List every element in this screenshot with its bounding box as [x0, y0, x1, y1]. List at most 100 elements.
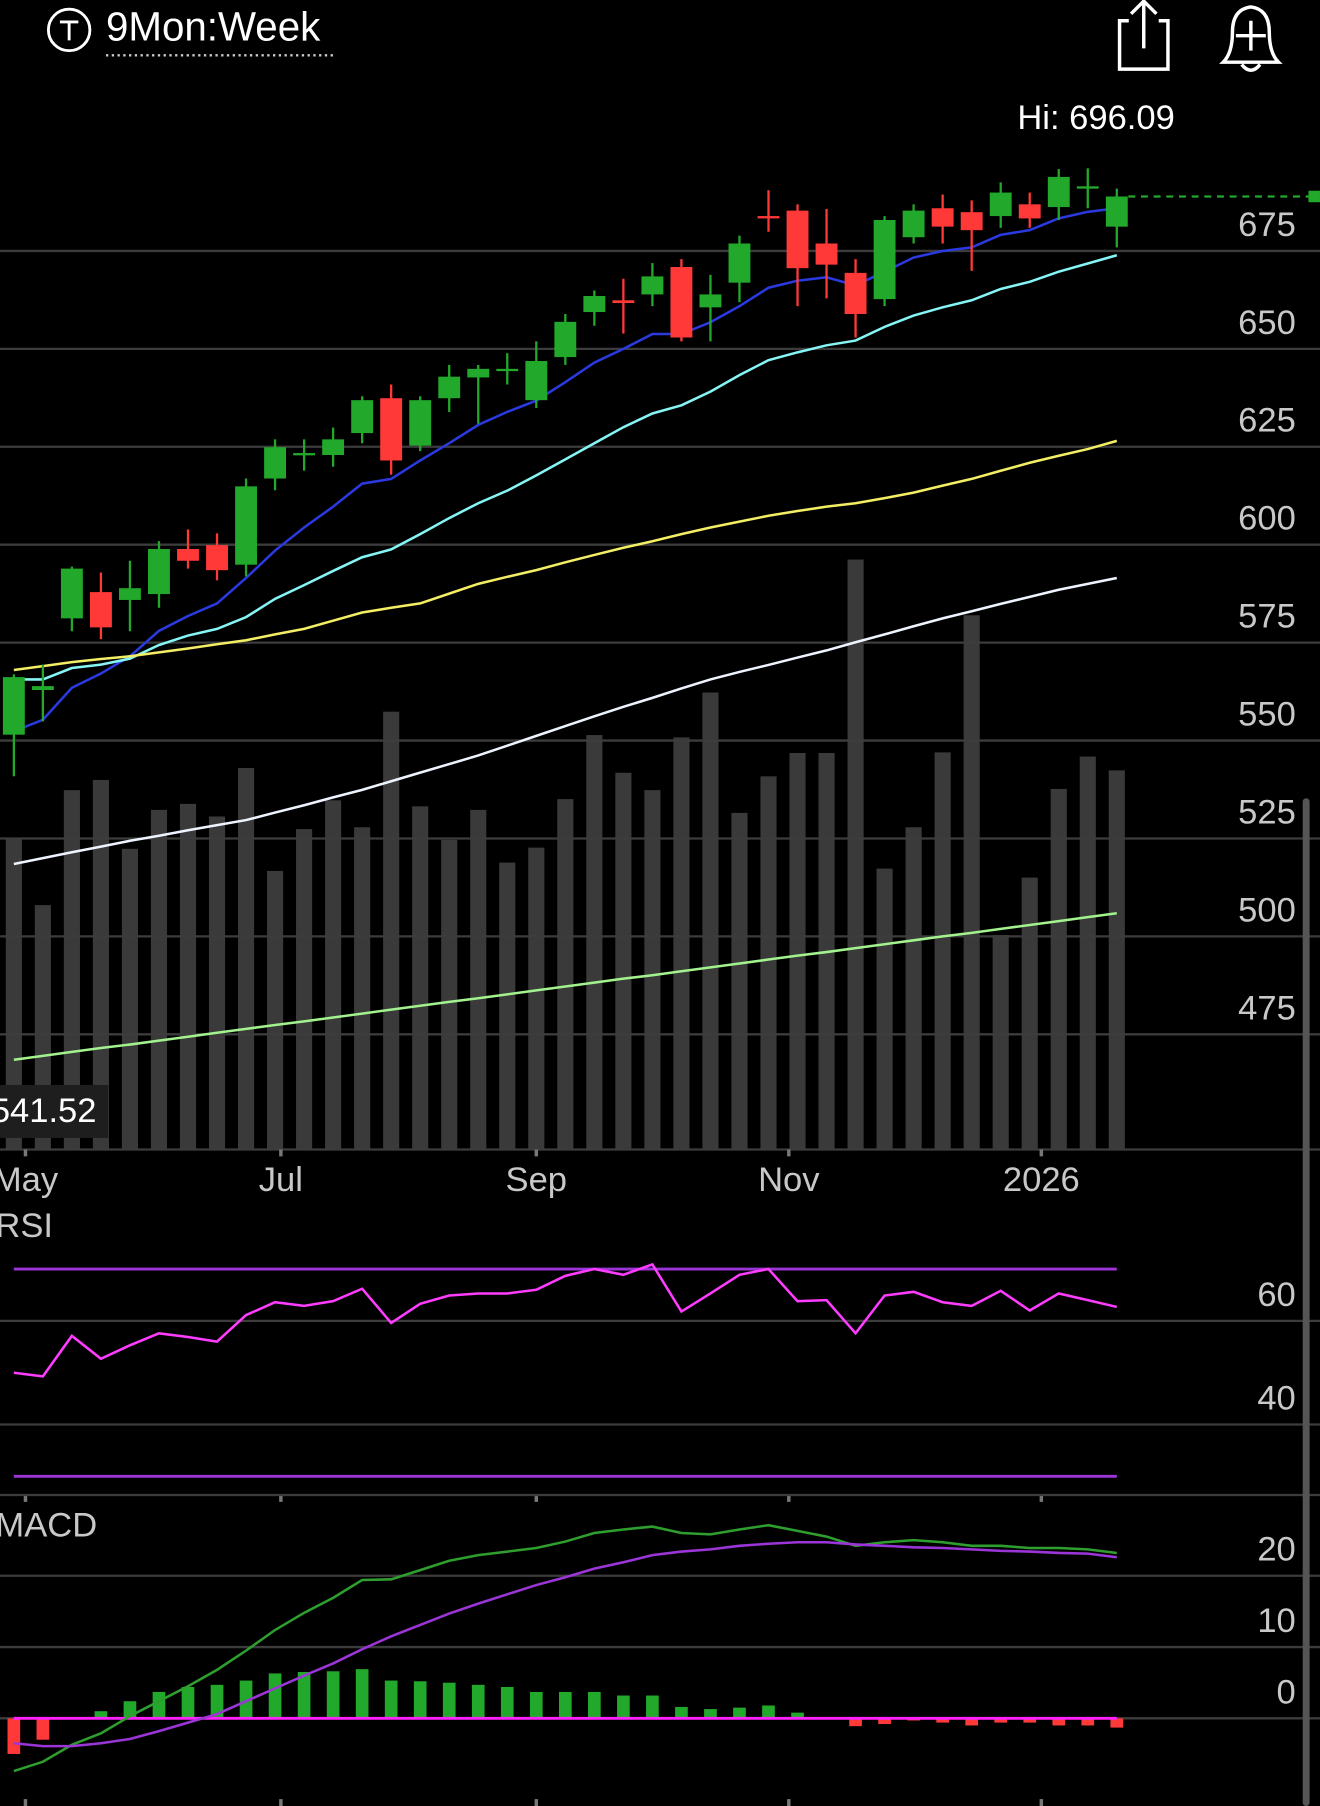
- histogram-bar: [704, 1709, 717, 1719]
- y-tick-label: 60: [1257, 1276, 1295, 1314]
- y-tick-label: 475: [1238, 989, 1296, 1027]
- volume-bar: [847, 559, 864, 1150]
- moving-average: [13, 911, 1117, 1062]
- last-price-marker: [1308, 190, 1320, 203]
- share-icon[interactable]: [1117, 0, 1170, 71]
- panel-title: MACD: [0, 1506, 97, 1544]
- histogram-bar: [529, 1691, 543, 1719]
- moving-average: [13, 439, 1118, 672]
- volume-bar: [557, 799, 574, 1150]
- histogram-bar: [617, 1695, 630, 1719]
- panel-title: RSI: [0, 1207, 53, 1245]
- histogram-bar: [7, 1718, 21, 1754]
- y-tick-label: 20: [1257, 1531, 1295, 1569]
- volume-bar: [499, 862, 516, 1150]
- histogram-bar: [675, 1706, 688, 1719]
- high-label: Hi: 696.09: [1017, 99, 1175, 137]
- volume-bar: [1108, 770, 1125, 1150]
- candle-body: [902, 210, 925, 238]
- volume-bar: [383, 711, 400, 1150]
- candle-body: [525, 361, 548, 401]
- volume-bar: [441, 839, 458, 1150]
- volume-bar: [615, 772, 632, 1150]
- volume-bar: [179, 803, 197, 1150]
- volume-bar: [934, 752, 951, 1150]
- candle-body: [467, 368, 490, 378]
- volume-bar: [5, 838, 22, 1150]
- histogram-bar: [936, 1718, 949, 1723]
- volume-bar: [702, 692, 719, 1150]
- candle-body: [554, 321, 577, 358]
- volume-bar: [760, 776, 777, 1150]
- header: 9Mon:Week: [46, 0, 1283, 72]
- histogram-bar: [965, 1718, 979, 1726]
- histogram-bar: [878, 1718, 891, 1725]
- y-tick-label: 550: [1238, 695, 1296, 733]
- histogram-bar: [646, 1695, 659, 1719]
- candle-body: [670, 266, 693, 338]
- crosshair-box: [0, 1084, 109, 1138]
- candle-body: [31, 686, 54, 691]
- volume-bar: [789, 752, 806, 1150]
- histogram-bar: [762, 1705, 775, 1719]
- candle-body: [177, 549, 199, 561]
- volume-bar: [470, 809, 487, 1150]
- histogram-bar: [268, 1673, 282, 1719]
- volume-bar: [208, 816, 226, 1150]
- candle-body: [380, 398, 403, 461]
- y-tick-label: 10: [1257, 1602, 1295, 1640]
- histogram-bar: [1081, 1718, 1095, 1726]
- volume-bar: [92, 779, 109, 1150]
- volume-bar: [876, 868, 893, 1150]
- candle-body: [815, 243, 838, 265]
- histogram-bar: [181, 1686, 195, 1719]
- candle-body: [206, 545, 228, 571]
- candle-body: [322, 439, 345, 456]
- ticker[interactable]: 9Mon:Week: [106, 5, 321, 50]
- volume-bar: [905, 827, 922, 1150]
- candle-body: [60, 568, 83, 619]
- histogram-bar: [791, 1712, 804, 1719]
- volume-bar: [644, 790, 661, 1150]
- histogram-bar: [326, 1671, 340, 1719]
- candle-body: [641, 276, 664, 295]
- histogram-bar: [733, 1707, 746, 1719]
- candle-body: [438, 376, 461, 399]
- volume-bar: [354, 827, 371, 1150]
- histogram-bar: [239, 1680, 253, 1719]
- volume-bar: [296, 829, 313, 1150]
- candle-body: [728, 243, 751, 283]
- x-tick-label: Nov: [758, 1161, 820, 1199]
- y-tick-label: 525: [1238, 793, 1296, 831]
- candle-body: [931, 208, 954, 227]
- moving-average: [13, 576, 1118, 866]
- histogram-bar: [994, 1718, 1008, 1723]
- volume-bar: [528, 847, 545, 1150]
- crosshair-label: 541.52: [0, 1092, 96, 1130]
- histogram-bar: [210, 1684, 224, 1719]
- candle-body: [1047, 176, 1070, 208]
- histogram-bar: [558, 1691, 572, 1719]
- histogram-bar: [413, 1681, 427, 1719]
- volume-bar: [267, 870, 284, 1150]
- candle-body: [119, 588, 141, 600]
- histogram-bar: [1110, 1718, 1124, 1728]
- candle-body: [89, 592, 112, 628]
- ticker-icon[interactable]: [46, 7, 92, 53]
- volume-bar: [992, 935, 1009, 1150]
- candle-body: [235, 486, 257, 565]
- y-tick-label: 650: [1238, 304, 1296, 342]
- histogram-bar: [849, 1718, 862, 1727]
- candle-body: [2, 677, 25, 735]
- alert-icon[interactable]: [1219, 5, 1283, 72]
- rsi-line: [13, 1262, 1118, 1378]
- y-tick-label: 0: [1277, 1673, 1296, 1711]
- moving-average: [13, 254, 1118, 681]
- volume-bar: [1021, 877, 1038, 1150]
- volume-bar: [237, 767, 255, 1150]
- histogram-bar: [500, 1686, 514, 1719]
- y-tick-label: 675: [1238, 206, 1296, 244]
- histogram-bar: [1023, 1718, 1037, 1723]
